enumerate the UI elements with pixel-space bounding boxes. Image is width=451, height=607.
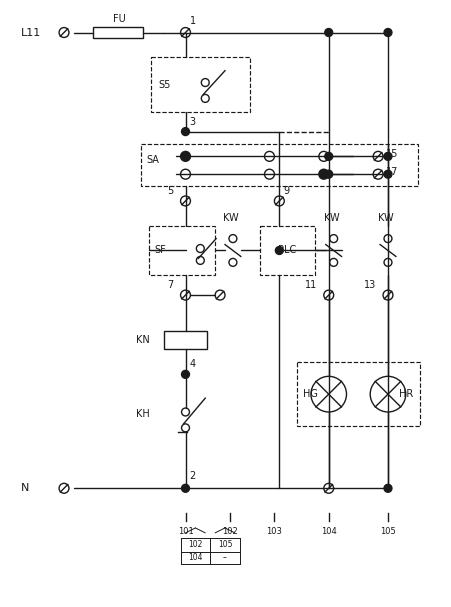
Circle shape [180, 151, 190, 161]
Text: 11: 11 [304, 280, 316, 290]
Bar [163, 331, 207, 348]
Text: 9: 9 [283, 186, 289, 196]
Bar [93, 27, 143, 38]
Text: 5: 5 [167, 186, 173, 196]
Bar [259, 226, 314, 275]
Circle shape [383, 170, 391, 178]
Circle shape [181, 484, 189, 492]
Circle shape [181, 127, 189, 135]
Text: FU: FU [113, 13, 125, 24]
Text: KN: KN [136, 334, 150, 345]
Circle shape [324, 152, 332, 160]
Text: 105: 105 [379, 527, 395, 536]
Text: SA: SA [146, 155, 158, 165]
Text: 104: 104 [188, 553, 202, 562]
Circle shape [383, 29, 391, 36]
Circle shape [383, 152, 391, 160]
Text: 4: 4 [189, 359, 195, 370]
Circle shape [324, 170, 332, 178]
Text: 15: 15 [385, 149, 397, 160]
Bar [149, 226, 215, 275]
Text: HG: HG [302, 389, 317, 399]
Text: 102: 102 [188, 540, 202, 549]
Text: 103: 103 [266, 527, 282, 536]
Text: 13: 13 [363, 280, 375, 290]
Text: –: – [223, 553, 226, 562]
Text: SF: SF [153, 245, 165, 256]
Text: KW: KW [377, 213, 393, 223]
Text: 102: 102 [221, 527, 237, 536]
Bar [141, 144, 417, 186]
Text: 7: 7 [167, 280, 173, 290]
Text: 3: 3 [189, 117, 195, 127]
Bar [296, 362, 419, 426]
Circle shape [275, 246, 283, 254]
Circle shape [383, 484, 391, 492]
Bar [151, 57, 249, 112]
Text: 101: 101 [177, 527, 193, 536]
Text: KW: KW [223, 213, 238, 223]
Text: PLC: PLC [277, 245, 296, 256]
Text: S5: S5 [158, 80, 171, 89]
Text: 104: 104 [320, 527, 336, 536]
Text: 105: 105 [217, 540, 232, 549]
Text: 2: 2 [189, 472, 195, 481]
Circle shape [318, 169, 328, 179]
Circle shape [181, 370, 189, 378]
Text: N: N [20, 483, 29, 493]
Text: KH: KH [136, 409, 150, 419]
Text: L11: L11 [20, 27, 41, 38]
Text: KW: KW [323, 213, 339, 223]
Text: HR: HR [399, 389, 413, 399]
Circle shape [324, 29, 332, 36]
Text: 17: 17 [385, 167, 397, 177]
Text: 1: 1 [189, 16, 195, 25]
